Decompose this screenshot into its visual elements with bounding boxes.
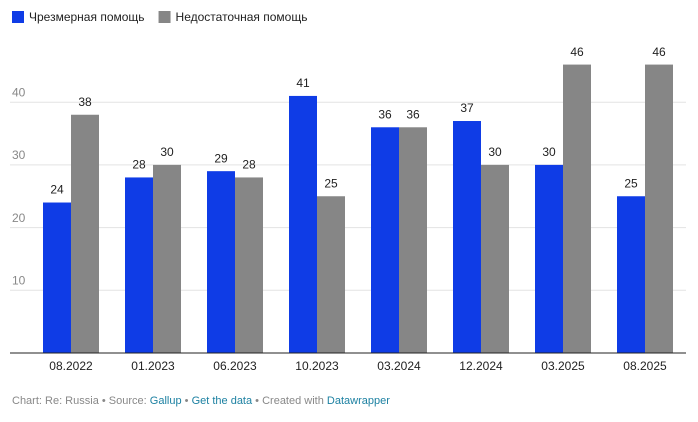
y-tick-label: 20 bbox=[12, 211, 26, 225]
x-tick-label: 03.2024 bbox=[377, 359, 421, 373]
bar bbox=[207, 171, 235, 353]
value-label: 41 bbox=[296, 76, 310, 90]
x-tick-label: 06.2023 bbox=[213, 359, 257, 373]
value-label: 28 bbox=[242, 158, 256, 172]
bar bbox=[535, 164, 563, 353]
value-label: 38 bbox=[78, 95, 92, 109]
legend-swatch bbox=[12, 11, 24, 23]
bar bbox=[617, 196, 645, 353]
x-tick-label: 08.2022 bbox=[49, 359, 93, 373]
source-label: Source: bbox=[108, 395, 147, 407]
x-tick-label: 03.2025 bbox=[541, 359, 585, 373]
x-tick-label: 08.2025 bbox=[623, 359, 667, 373]
y-tick-label: 40 bbox=[12, 85, 26, 99]
bar bbox=[71, 114, 99, 354]
source-link[interactable]: Gallup bbox=[149, 395, 182, 407]
x-tick-label: 01.2023 bbox=[131, 359, 175, 373]
footer: Chart: Re: Russia • Source: Gallup • Get… bbox=[12, 395, 390, 407]
value-label: 28 bbox=[132, 158, 146, 172]
bar bbox=[125, 177, 153, 353]
chart: Чрезмерная помощь Недостаточная помощь 10 2… bbox=[10, 10, 686, 373]
bar bbox=[235, 177, 263, 353]
data-link[interactable]: Get the data bbox=[191, 395, 253, 407]
x-tick-label: 12.2024 bbox=[459, 359, 503, 373]
credit: Chart: Re: Russia bbox=[12, 395, 99, 407]
value-label: 46 bbox=[570, 45, 584, 59]
value-label: 25 bbox=[624, 176, 638, 190]
bar bbox=[645, 64, 673, 353]
y-tick-label: 10 bbox=[12, 273, 26, 287]
legend-label: Чрезмерная помощь bbox=[29, 10, 145, 24]
bar bbox=[43, 202, 71, 353]
value-label: 25 bbox=[324, 176, 338, 190]
value-label: 30 bbox=[160, 145, 174, 159]
legend-label: Недостаточная помощь bbox=[176, 10, 308, 24]
separator: • bbox=[255, 395, 260, 407]
bar bbox=[481, 164, 509, 353]
value-label: 46 bbox=[652, 45, 666, 59]
value-label: 30 bbox=[542, 145, 556, 159]
separator: • bbox=[184, 395, 189, 407]
value-label: 30 bbox=[488, 145, 502, 159]
value-label: 37 bbox=[460, 101, 474, 115]
value-label: 36 bbox=[406, 107, 420, 121]
created-label: Created with bbox=[262, 395, 324, 407]
legend-swatch bbox=[158, 11, 171, 23]
bar bbox=[153, 164, 181, 353]
bar bbox=[317, 196, 345, 353]
bar bbox=[289, 95, 317, 354]
bar bbox=[563, 64, 591, 353]
y-tick-label: 30 bbox=[12, 148, 26, 162]
tool-link[interactable]: Datawrapper bbox=[326, 395, 390, 407]
bar bbox=[453, 121, 481, 353]
x-tick-label: 10.2023 bbox=[295, 359, 339, 373]
bar bbox=[371, 127, 399, 353]
value-label: 36 bbox=[378, 107, 392, 121]
separator: • bbox=[101, 395, 106, 407]
value-label: 24 bbox=[50, 183, 64, 197]
value-label: 29 bbox=[214, 151, 228, 165]
bar bbox=[399, 127, 427, 353]
